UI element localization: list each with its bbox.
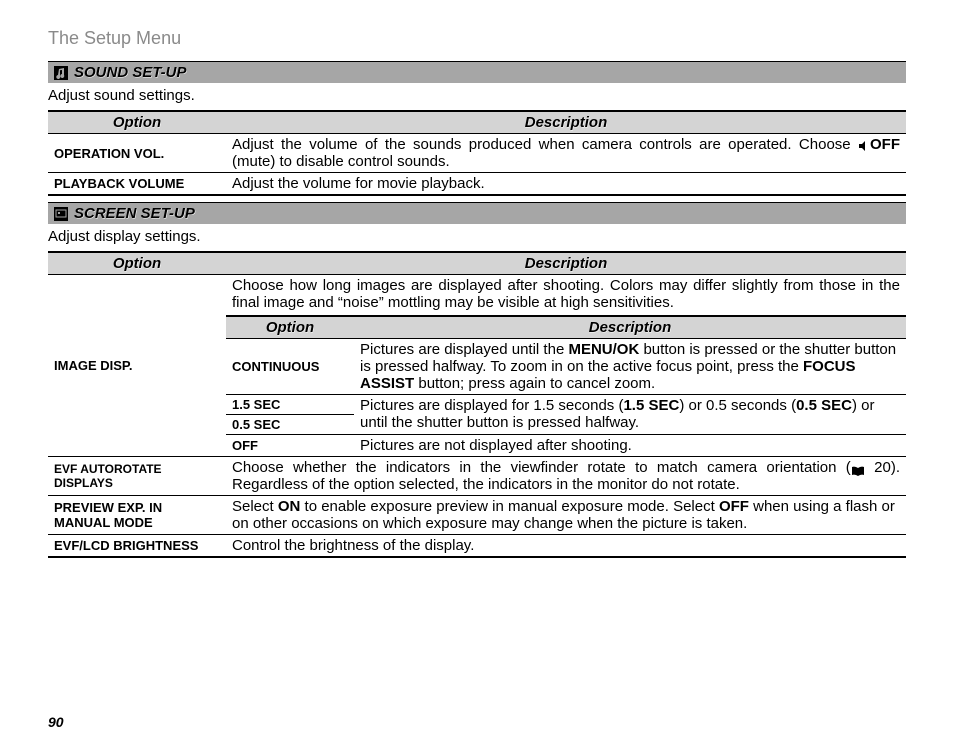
text: to enable exposure preview in manual exp… [300,498,719,515]
text: button; press again to cancel zoom. [414,375,655,392]
col-option: Option [48,111,226,134]
page-ref-icon [851,463,865,473]
col-description: Description [226,252,906,275]
col-description: Description [354,316,906,339]
screen-table: Option Description IMAGE DISP. Choose ho… [48,251,906,558]
text: Adjust the volume of the sounds produced… [232,136,858,153]
sound-section-title: SOUND SET-UP [74,64,187,81]
text: (mute) to disable control sounds. [232,153,450,170]
option-cell: 1.5 SEC [226,395,354,415]
table-row: PLAYBACK VOLUME Adjust the volume for mo… [48,173,906,196]
sound-table: Option Description OPERATION VOL. Adjust… [48,110,906,196]
note-icon [54,66,68,80]
text: Choose whether the indicators in the vie… [232,459,851,476]
option-cell: OPERATION VOL. [48,134,226,173]
option-cell: PREVIEW EXP. IN MANUAL MODE [48,496,226,535]
table-header-row: Option Description [48,252,906,275]
option-cell: EVF AUTOROTATE DISPLAYS [48,457,226,496]
table-row: OFF Pictures are not displayed after sho… [226,435,906,457]
manual-page: The Setup Menu SOUND SET-UP Adjust sound… [0,0,954,748]
page-number: 90 [48,714,64,730]
desc-cell: Adjust the volume of the sounds produced… [226,134,906,173]
text: Select [232,498,278,515]
option-cell: CONTINUOUS [226,339,354,395]
page-ref-number: 20 [865,459,891,476]
sound-section-header: SOUND SET-UP [48,61,906,83]
col-description: Description [226,111,906,134]
table-header-row: Option Description [48,111,906,134]
option-cell: OFF [226,435,354,457]
image-disp-intro: Choose how long images are displayed aft… [226,275,906,313]
option-cell: IMAGE DISP. [48,275,226,457]
text-bold: MENU/OK [568,341,639,358]
image-disp-inner-table: Option Description CONTINUOUS Pictures a… [226,315,906,456]
desc-cell: Pictures are displayed until the MENU/OK… [354,339,906,395]
text-bold: OFF [719,498,749,515]
text: Pictures are displayed until the [360,341,568,358]
screen-icon [54,207,68,221]
text-bold: 1.5 SEC [623,397,679,414]
desc-cell: Pictures are displayed for 1.5 seconds (… [354,395,906,435]
option-cell: PLAYBACK VOLUME [48,173,226,196]
chapter-title: The Setup Menu [48,28,906,49]
text-bold: OFF [870,136,900,153]
text: ) or 0.5 seconds ( [679,397,796,414]
desc-cell: Choose how long images are displayed aft… [226,275,906,457]
text-bold: ON [278,498,301,515]
text: Pictures are displayed for 1.5 seconds ( [360,397,623,414]
desc-cell: Adjust the volume for movie playback. [226,173,906,196]
table-row: PREVIEW EXP. IN MANUAL MODE Select ON to… [48,496,906,535]
screen-caption: Adjust display settings. [48,228,906,245]
text-bold: 0.5 SEC [796,397,852,414]
speaker-mute-icon [858,139,870,151]
desc-cell: Control the brightness of the display. [226,535,906,558]
option-cell: 0.5 SEC [226,415,354,435]
table-row: CONTINUOUS Pictures are displayed until … [226,339,906,395]
option-cell: EVF/LCD BRIGHTNESS [48,535,226,558]
desc-cell: Select ON to enable exposure preview in … [226,496,906,535]
table-row: EVF AUTOROTATE DISPLAYS Choose whether t… [48,457,906,496]
table-header-row: Option Description [226,316,906,339]
sound-caption: Adjust sound settings. [48,87,906,104]
table-row: OPERATION VOL. Adjust the volume of the … [48,134,906,173]
table-row: 1.5 SEC Pictures are displayed for 1.5 s… [226,395,906,415]
col-option: Option [226,316,354,339]
screen-section-header: SCREEN SET-UP [48,202,906,224]
screen-section-title: SCREEN SET-UP [74,205,195,222]
col-option: Option [48,252,226,275]
table-row: IMAGE DISP. Choose how long images are d… [48,275,906,457]
table-row: EVF/LCD BRIGHTNESS Control the brightnes… [48,535,906,558]
desc-cell: Pictures are not displayed after shootin… [354,435,906,457]
desc-cell: Choose whether the indicators in the vie… [226,457,906,496]
